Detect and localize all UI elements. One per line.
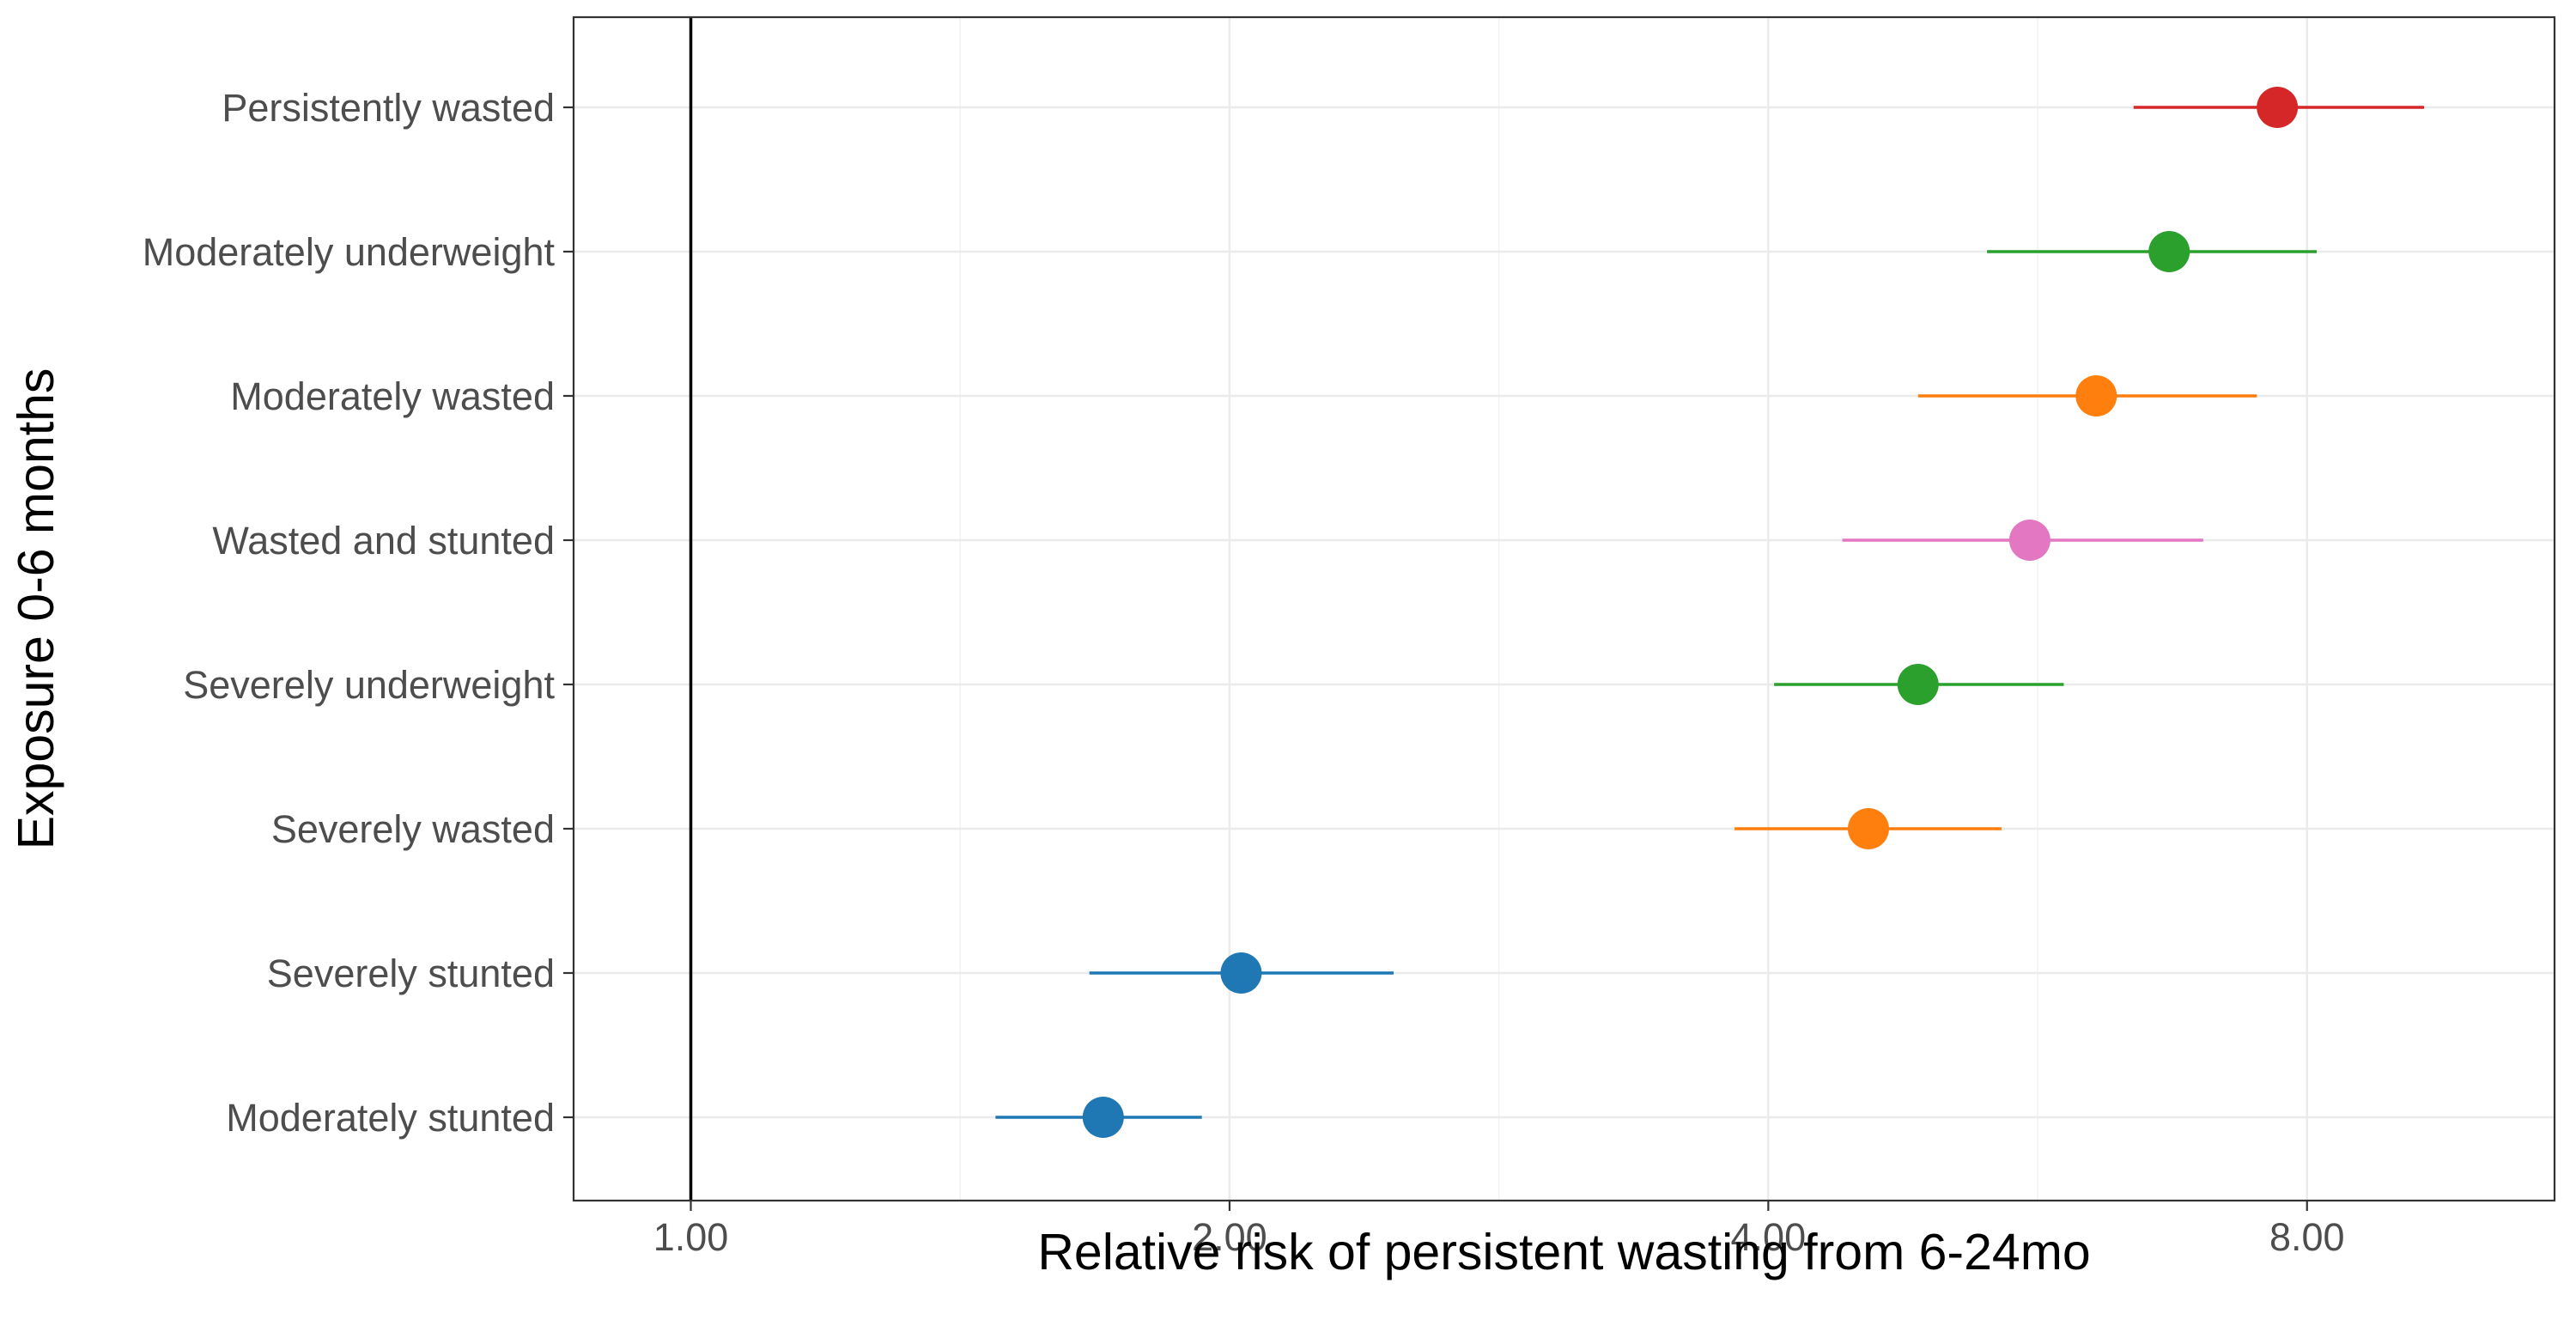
point-estimate bbox=[1897, 664, 1939, 705]
x-tick-label: 8.00 bbox=[2269, 1215, 2345, 1259]
point-estimate bbox=[2008, 520, 2050, 561]
y-tick-label: Moderately wasted bbox=[230, 374, 555, 418]
y-tick-label: Moderately underweight bbox=[143, 230, 556, 274]
axis-layer: Persistently wasted Moderately underweigh… bbox=[143, 86, 2345, 1259]
y-axis-title: Exposure 0-6 months bbox=[8, 368, 64, 850]
y-tick-label: Severely wasted bbox=[271, 807, 555, 851]
y-tick-label: Severely underweight bbox=[183, 663, 555, 707]
data-layer bbox=[995, 87, 2425, 1138]
y-tick-label: Wasted and stunted bbox=[212, 519, 555, 563]
point-estimate bbox=[2148, 231, 2190, 272]
x-tick-label: 4.00 bbox=[1731, 1215, 1807, 1259]
point-estimate bbox=[1220, 952, 1262, 994]
point-estimate bbox=[2075, 375, 2117, 417]
panel-border bbox=[572, 15, 2556, 1202]
y-tick-label: Severely stunted bbox=[267, 952, 555, 995]
x-tick-label: 2.00 bbox=[1192, 1215, 1267, 1259]
x-tick-label: 1.00 bbox=[653, 1215, 729, 1259]
point-estimate bbox=[2257, 87, 2299, 128]
x-axis-title: Relative risk of persistent wasting from… bbox=[1037, 1224, 2090, 1280]
grid-layer bbox=[574, 17, 2555, 1201]
point-estimate bbox=[1082, 1097, 1124, 1138]
y-tick-label: Persistently wasted bbox=[222, 86, 555, 130]
y-tick-label: Moderately stunted bbox=[226, 1096, 555, 1140]
point-estimate bbox=[1847, 808, 1889, 849]
